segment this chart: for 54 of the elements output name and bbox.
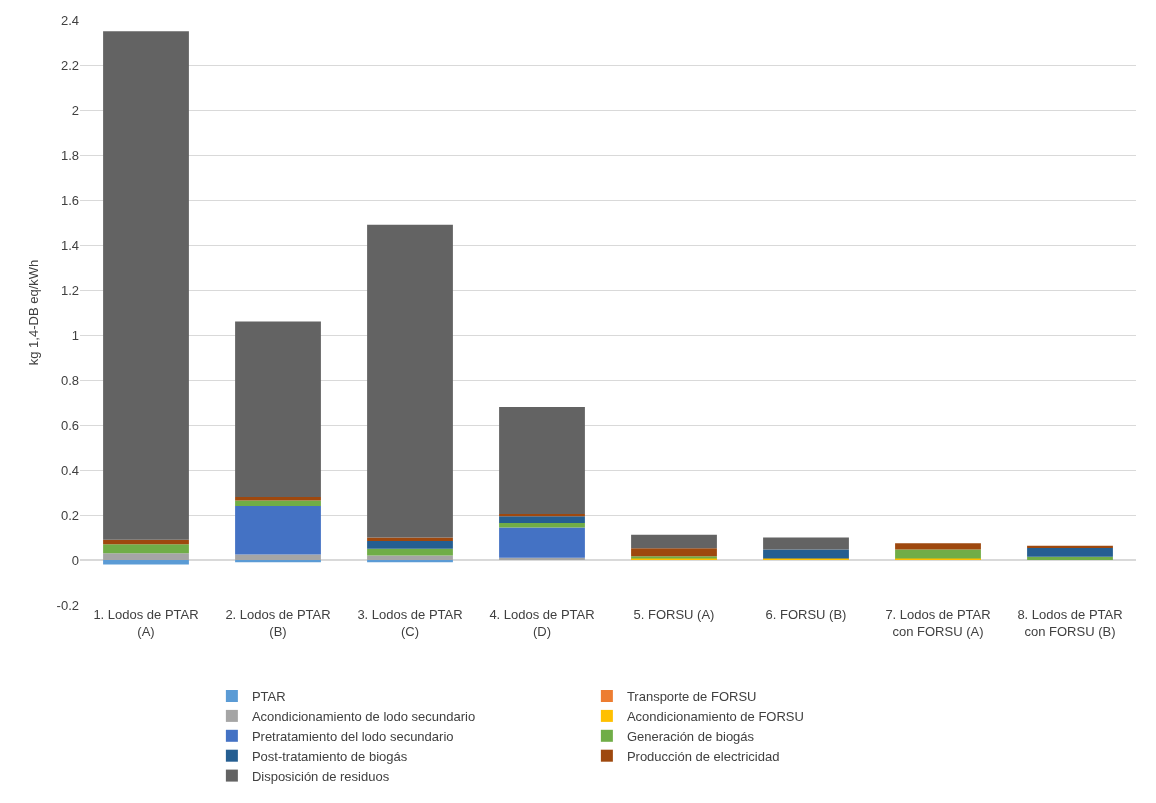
y-tick-label: 0.4 [60,462,79,478]
bar [499,527,585,558]
legend-label: Generación de biogás [626,728,755,744]
y-tick-label: 1.2 [60,282,79,298]
bar [1027,547,1113,557]
legend-label: Pretratamiento del lodo secundario [251,728,454,744]
bar [631,548,717,557]
bar [367,540,453,549]
y-tick-label: 0.8 [60,372,79,388]
x-tick-label: 8. Lodos de PTAR con FORSU (B) [1017,607,1123,639]
x-tick-label: 4. Lodos de PTAR (D) [489,607,595,639]
y-axis-title: kg 1,4-DB eq/kWh [25,259,41,366]
y-tick-label: 2.2 [60,57,79,73]
bar [103,31,189,540]
bar [367,548,453,556]
bar [103,553,189,560]
y-tick-label: 1.4 [60,237,79,253]
x-tick-label: 1. Lodos de PTAR (A) [93,607,199,639]
bar [895,549,981,559]
bar [895,543,981,550]
y-tick-label: 1 [71,327,79,343]
x-tick-label: 5. FORSU (A) [633,607,715,622]
bar [103,544,189,554]
legend-label: Transporte de FORSU [626,689,757,705]
bar [235,321,321,497]
bar [631,534,717,549]
y-tick-label: 1.8 [60,147,79,163]
bar [103,560,189,565]
y-tick-label: 1.6 [60,192,79,208]
y-tick-label: 0.6 [60,417,79,433]
legend-label: PTAR [251,689,286,705]
legend-label: Producción de electricidad [626,748,780,764]
y-tick-label: 2 [71,102,79,118]
x-tick-label: 7. Lodos de PTAR con FORSU (A) [885,607,991,639]
bar [235,554,321,560]
bar [763,549,849,559]
bar [235,500,321,506]
bar [499,407,585,514]
legend-label: Disposición de residuos [251,768,390,784]
y-tick-label: -0.2 [56,597,79,613]
x-tick-label: 3. Lodos de PTAR (C) [357,607,463,639]
legend-label: Acondicionamiento de FORSU [626,708,804,724]
y-tick-label: 0 [71,552,79,568]
x-tick-label: 2. Lodos de PTAR (B) [225,607,331,639]
y-tick-label: 0.2 [60,507,79,523]
y-tick-label: 2.4 [60,12,79,28]
legend-label: Acondicionamiento de lodo secundario [251,708,476,724]
x-tick-label: 6. FORSU (B) [765,607,847,622]
bar [763,537,849,550]
bar [235,506,321,555]
bar [367,224,453,538]
bar [499,516,585,523]
legend-label: Post-tratamiento de biogás [251,748,408,764]
bar [1027,545,1113,548]
